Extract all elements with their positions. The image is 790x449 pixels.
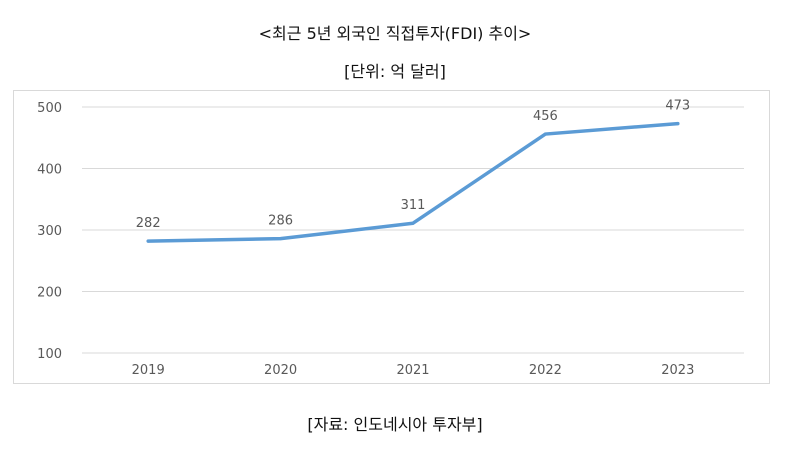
x-tick-label: 2022 (529, 363, 562, 378)
data-point (279, 237, 283, 241)
series-line-layer (146, 121, 680, 243)
x-tick-label: 2021 (396, 363, 429, 378)
data-label: 282 (136, 216, 161, 231)
chart-unit-label: [단위: 억 달러] (344, 62, 446, 81)
data-label: 473 (665, 99, 690, 114)
x-tick-label: 2020 (264, 363, 297, 378)
chart-title: <최근 5년 외국인 직접투자(FDI) 추이> (258, 24, 532, 43)
data-label-layer: 282 286 311 456 473 (136, 99, 690, 231)
data-point (146, 239, 150, 243)
grid-layer (82, 106, 744, 354)
source-note: [자료: 인도네시아 투자부] (307, 415, 483, 434)
y-axis-ticks: 100 200 300 400 500 (37, 101, 62, 362)
data-label: 286 (268, 214, 293, 229)
y-tick-label: 200 (37, 286, 62, 301)
data-label: 311 (401, 198, 426, 213)
x-axis-ticks: 2019 2020 2021 2022 2023 (132, 363, 695, 378)
x-tick-label: 2023 (661, 363, 694, 378)
data-point (411, 221, 415, 225)
data-label: 456 (533, 109, 558, 124)
data-point (543, 132, 547, 136)
chart-area: 100 200 300 400 500 2019 2020 2021 2022 2023 282… (13, 90, 770, 384)
y-tick-label: 500 (37, 101, 62, 116)
y-tick-label: 400 (37, 163, 62, 178)
y-tick-label: 100 (37, 347, 62, 362)
data-point (676, 122, 680, 126)
x-tick-label: 2019 (132, 363, 165, 378)
line-chart: 100 200 300 400 500 2019 2020 2021 2022 2023 282… (37, 99, 744, 378)
y-tick-label: 300 (37, 224, 62, 239)
